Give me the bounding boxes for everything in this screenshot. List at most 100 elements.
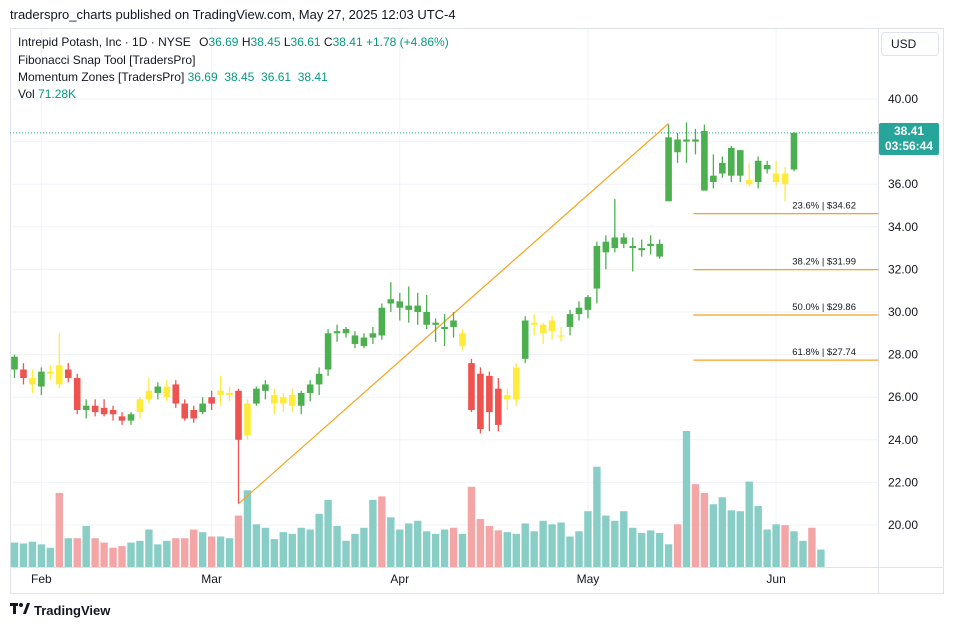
candle	[728, 145, 735, 183]
candle-body	[790, 132, 798, 170]
y-tick-label: 34.00	[888, 220, 918, 234]
y-tick-label: 30.00	[888, 305, 918, 319]
volume-bar	[449, 527, 458, 567]
fib-level-label: 38.2% | $31.99	[792, 257, 856, 268]
candle	[226, 386, 233, 402]
x-tick-label: Jun	[766, 572, 785, 586]
volume-bar	[512, 533, 520, 567]
candle	[450, 312, 457, 338]
volume-bar	[127, 542, 135, 567]
candle	[710, 154, 717, 189]
x-tick-label: Apr	[390, 572, 409, 586]
tradingview-logo[interactable]: TradingView	[10, 603, 110, 618]
candles	[11, 122, 798, 504]
candle	[369, 326, 377, 344]
candle-body	[548, 320, 556, 332]
candle-body	[575, 307, 583, 315]
volume-bar	[261, 527, 270, 567]
candle	[521, 316, 529, 364]
candle-body	[772, 173, 780, 183]
legend-c-label: C	[323, 35, 333, 49]
volume-bar	[351, 533, 359, 567]
candle	[611, 199, 619, 253]
candle-body	[665, 137, 672, 202]
candle	[620, 233, 628, 249]
candle-body	[208, 397, 215, 404]
candle-body	[181, 403, 189, 419]
candle	[441, 314, 448, 347]
volume-bar	[154, 544, 162, 567]
candle	[557, 326, 565, 342]
volume-bar	[718, 497, 727, 567]
candle	[38, 367, 45, 396]
candle	[674, 133, 681, 163]
volume-bar	[145, 529, 153, 567]
candle-body	[190, 409, 197, 419]
legend-volume[interactable]: Vol 71.28K	[18, 87, 76, 101]
fibonacci-tool: 23.6% | $34.62 38.2% | $31.99 50.0% | $29.…	[238, 123, 878, 505]
candle	[593, 241, 601, 304]
legend-symbol[interactable]: Intrepid Potash, Inc · 1D · NYSE	[18, 35, 191, 49]
candle-body	[647, 243, 654, 246]
candle-body	[297, 392, 305, 406]
candle	[575, 301, 583, 321]
volume-bar	[19, 543, 28, 567]
volume-bar	[37, 544, 46, 567]
candle-body	[396, 301, 404, 308]
chart-frame	[10, 28, 944, 594]
candle-body	[271, 395, 278, 404]
candle-body	[280, 397, 287, 404]
volume-bar	[799, 540, 807, 567]
volume-bar	[342, 540, 350, 567]
volume-bar	[790, 531, 798, 567]
candle-body	[602, 241, 610, 253]
candle	[244, 399, 251, 440]
x-tick-label: Mar	[201, 572, 222, 586]
candle-body	[701, 130, 708, 191]
legend-momentum-indicator[interactable]: Momentum Zones [TradersPro] 36.69 38.45 …	[18, 70, 328, 84]
fib-level-label: 23.6% | $34.62	[792, 201, 856, 212]
volume-bar	[207, 536, 216, 567]
candle-body	[459, 333, 466, 347]
candle	[665, 124, 672, 202]
candle	[145, 378, 153, 404]
volume-bar	[163, 540, 171, 567]
volume-bar	[494, 530, 503, 567]
candle-body	[557, 335, 565, 337]
candle-body	[38, 371, 45, 387]
last-price-value: 38.41	[893, 124, 925, 138]
candle-body	[253, 388, 260, 404]
candle-body	[441, 326, 448, 330]
volume-bar	[109, 547, 117, 567]
tradingview-logo-text: TradingView	[34, 603, 111, 618]
candle-body	[674, 139, 681, 153]
volume-bar	[369, 499, 377, 567]
candle	[396, 292, 404, 321]
volume-bar	[458, 533, 467, 567]
legend-fib-indicator[interactable]: Fibonacci Snap Tool [TradersPro]	[18, 53, 195, 67]
volume-bar	[414, 520, 422, 567]
volume-bar	[172, 538, 180, 567]
candle	[459, 329, 466, 351]
candle	[754, 156, 762, 189]
volume-bar	[378, 496, 386, 567]
candle-body	[521, 320, 529, 359]
candle-body	[163, 386, 171, 398]
volume-bar	[467, 486, 476, 567]
legend-close: 38.41	[332, 35, 363, 49]
candle-body	[611, 237, 619, 249]
y-tick-label: 20.00	[888, 518, 918, 532]
candle-body	[118, 416, 126, 421]
candle	[127, 412, 135, 425]
candle	[423, 294, 430, 330]
x-tick-label: Feb	[31, 572, 52, 586]
currency-button[interactable]: USD	[881, 32, 939, 56]
legend-o-label: O	[199, 35, 209, 49]
volume-bar	[638, 533, 646, 567]
volume-bar	[772, 524, 780, 567]
candle-body	[127, 414, 135, 421]
volume-bar	[754, 505, 762, 567]
candle	[208, 390, 215, 410]
volume-bar	[431, 533, 440, 567]
